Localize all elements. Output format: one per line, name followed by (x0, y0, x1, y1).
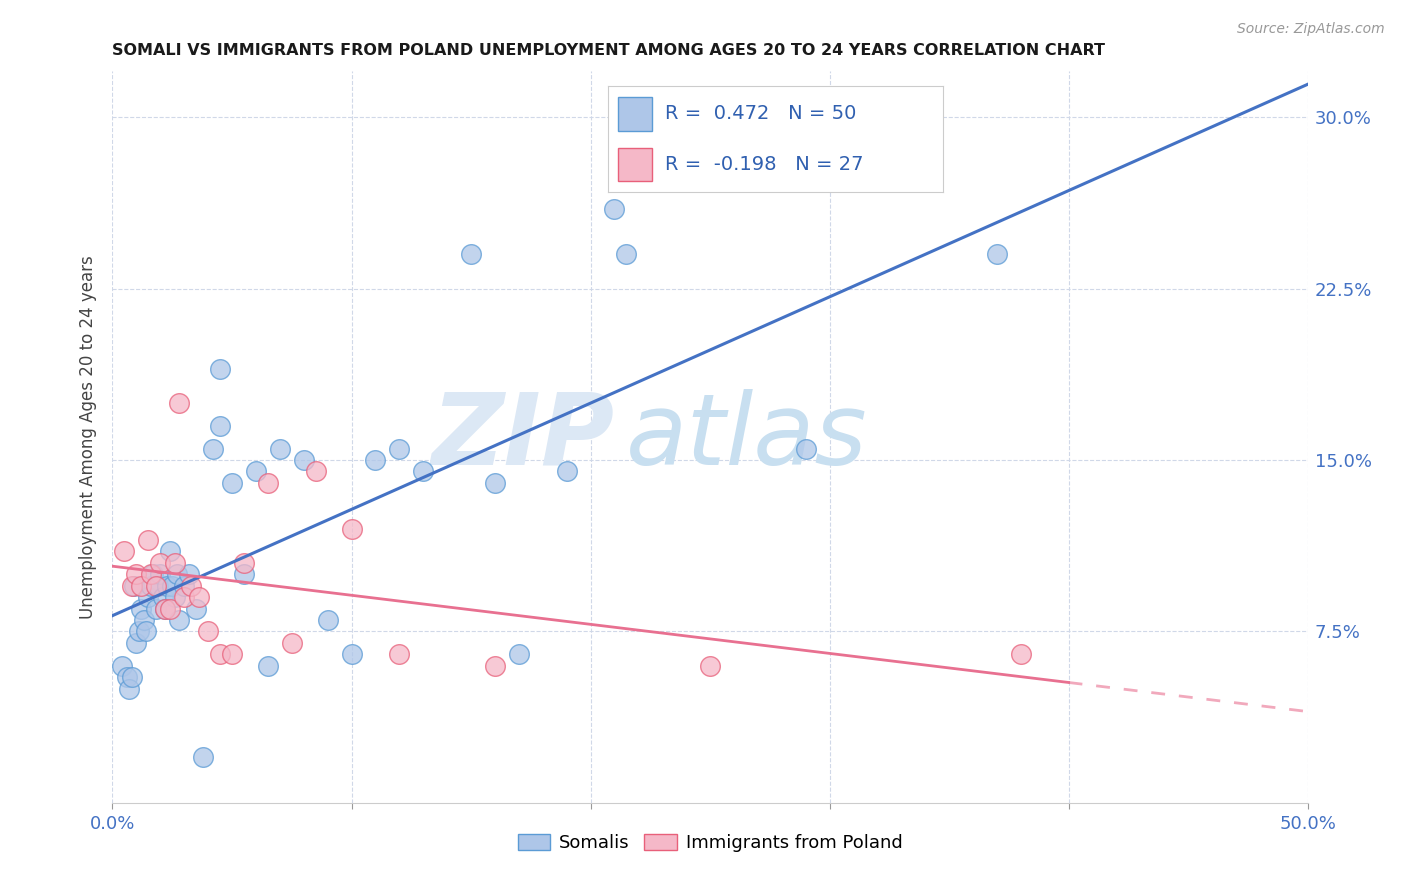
Point (616, 247, 638, 261)
Point (364, 453, 387, 467)
Point (138, 590, 160, 604)
Point (132, 613, 155, 627)
Point (114, 544, 135, 558)
Point (163, 590, 186, 604)
Point (128, 624, 150, 639)
Point (129, 579, 152, 593)
Point (269, 442, 291, 456)
Point (603, 202, 626, 216)
Point (233, 567, 256, 582)
Point (153, 601, 176, 615)
Point (118, 681, 141, 696)
Point (484, 658, 506, 673)
Point (159, 544, 181, 558)
Point (115, 670, 138, 684)
Point (209, 418, 232, 433)
Point (986, 247, 1008, 261)
Point (340, 647, 363, 661)
Legend: Somalis, Immigrants from Poland: Somalis, Immigrants from Poland (510, 827, 910, 860)
Point (122, 579, 145, 593)
Point (125, 567, 148, 582)
Point (316, 613, 339, 627)
Point (139, 579, 162, 593)
Point (257, 475, 280, 490)
Point (794, 442, 817, 456)
Point (233, 556, 256, 570)
Point (159, 601, 181, 615)
Point (209, 647, 232, 661)
Point (460, 247, 482, 261)
Point (221, 647, 243, 661)
Point (186, 601, 208, 615)
Point (292, 453, 315, 467)
Point (145, 601, 167, 615)
Point (139, 567, 162, 582)
Point (197, 624, 219, 639)
Point (187, 590, 209, 604)
Y-axis label: Unemployment Among Ages 20 to 24 years: Unemployment Among Ages 20 to 24 years (79, 255, 97, 619)
Point (153, 601, 176, 615)
Point (388, 647, 411, 661)
Point (305, 464, 328, 478)
Point (149, 556, 172, 570)
Text: atlas: atlas (627, 389, 868, 485)
Point (145, 579, 167, 593)
Point (166, 567, 188, 582)
Point (245, 464, 267, 478)
Point (508, 647, 530, 661)
Point (125, 636, 148, 650)
Text: Source: ZipAtlas.com: Source: ZipAtlas.com (1237, 22, 1385, 37)
Point (121, 579, 143, 593)
Point (412, 464, 434, 478)
Point (169, 396, 191, 410)
Point (484, 475, 506, 490)
Point (121, 670, 143, 684)
Text: SOMALI VS IMMIGRANTS FROM POLAND UNEMPLOYMENT AMONG AGES 20 TO 24 YEARS CORRELAT: SOMALI VS IMMIGRANTS FROM POLAND UNEMPLO… (112, 43, 1105, 58)
Point (209, 361, 232, 376)
Point (129, 601, 152, 615)
Point (162, 579, 183, 593)
Point (193, 750, 215, 764)
Point (388, 442, 411, 456)
Point (257, 658, 280, 673)
Point (173, 590, 195, 604)
Point (156, 579, 179, 593)
Point (201, 442, 224, 456)
Point (146, 579, 169, 593)
Point (340, 521, 363, 535)
Point (152, 590, 174, 604)
Point (169, 613, 191, 627)
Point (221, 475, 243, 490)
Point (281, 636, 304, 650)
Point (180, 579, 202, 593)
Point (111, 658, 134, 673)
Point (699, 658, 721, 673)
Point (138, 533, 160, 547)
Point (1010, 647, 1032, 661)
Point (177, 567, 200, 582)
Point (142, 567, 165, 582)
Point (149, 567, 172, 582)
Point (135, 624, 157, 639)
Text: ZIP: ZIP (432, 389, 614, 485)
Point (555, 464, 578, 478)
Point (163, 556, 186, 570)
Point (173, 579, 195, 593)
